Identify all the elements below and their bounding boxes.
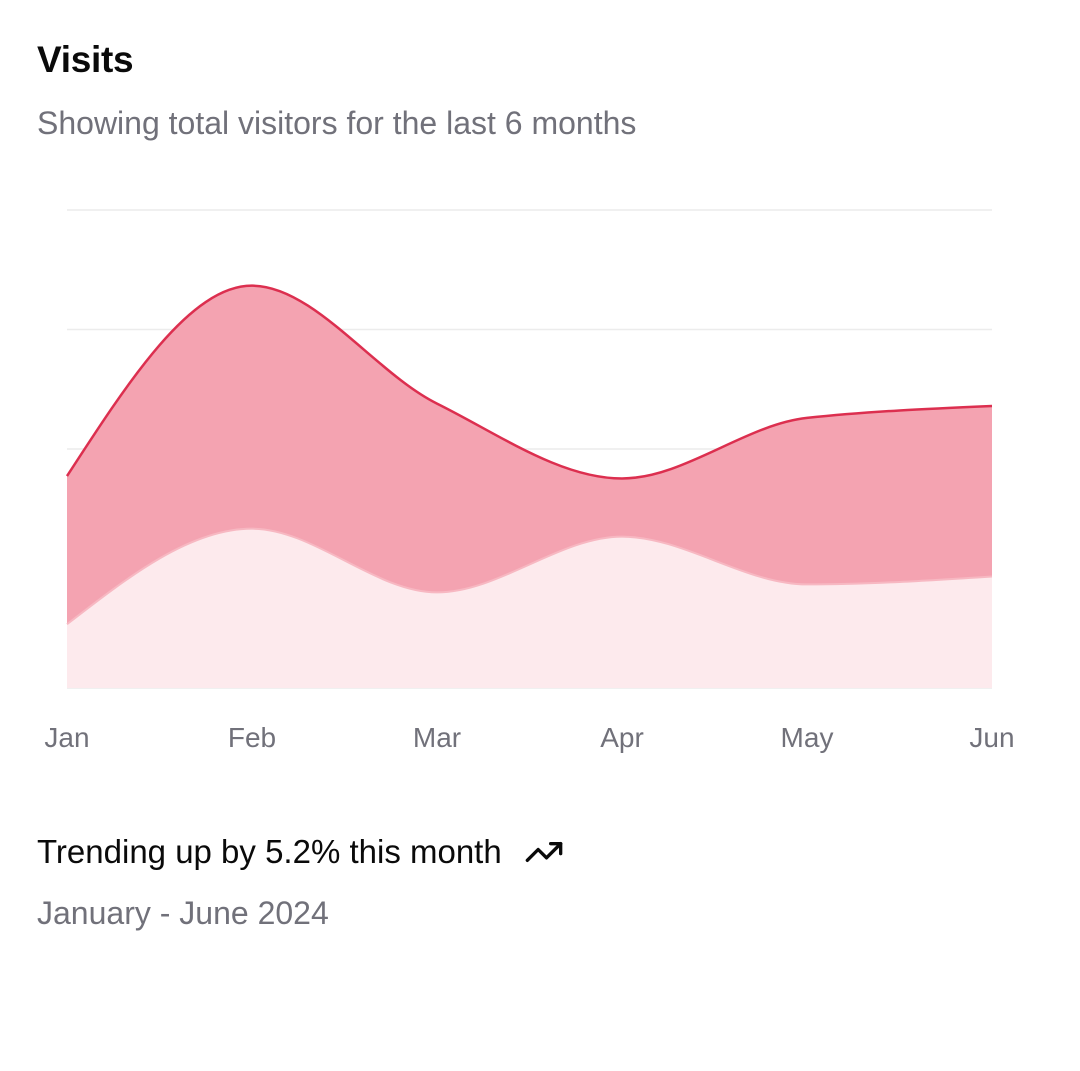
chart-svg: Jan Feb Mar Apr May Jun: [44, 209, 1015, 753]
series-1-line: [66, 527, 993, 626]
trend-summary: Trending up by 5.2% this month: [37, 830, 564, 874]
x-tick-label: Jun: [969, 722, 1014, 753]
x-tick-label: Apr: [600, 722, 644, 753]
date-range: January - June 2024: [37, 895, 329, 931]
card-title: Visits: [37, 39, 134, 80]
area-chart: Jan Feb Mar Apr May Jun: [0, 160, 1080, 780]
x-axis-ticks: Jan Feb Mar Apr May Jun: [44, 722, 1014, 753]
x-tick-label: Mar: [413, 722, 461, 753]
x-tick-label: May: [781, 722, 834, 753]
card-subtitle: Showing total visitors for the last 6 mo…: [37, 105, 637, 141]
series-2-area: [67, 285, 992, 625]
trend-text: Trending up by 5.2% this month: [37, 833, 502, 870]
trending-up-icon: [525, 842, 563, 862]
x-tick-label: Jan: [44, 722, 89, 753]
area-series: [65, 284, 993, 688]
x-tick-label: Feb: [228, 722, 276, 753]
series-2-line: [65, 284, 993, 480]
series-1-area: [67, 528, 992, 688]
